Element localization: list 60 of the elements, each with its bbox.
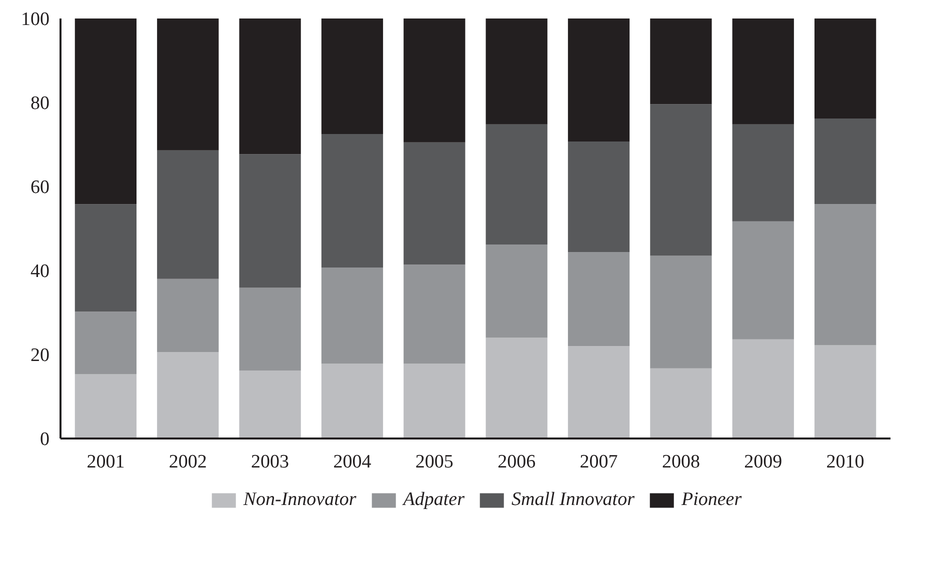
- y-tick-label: 60: [30, 177, 50, 198]
- bar: [814, 18, 876, 118]
- x-tick-label: 2008: [662, 452, 700, 472]
- bar: [239, 154, 301, 288]
- bar: [568, 252, 630, 346]
- bar: [650, 256, 712, 368]
- bar: [650, 368, 712, 438]
- bar: [157, 278, 219, 352]
- bar: [486, 338, 548, 438]
- bar: [239, 18, 301, 154]
- x-tick-label: 2009: [744, 452, 782, 472]
- x-tick-label: 2007: [580, 452, 618, 472]
- bar: [568, 142, 630, 252]
- bar: [486, 244, 548, 338]
- bar: [732, 339, 794, 438]
- bar: [157, 150, 219, 279]
- legend-label: Small Innovator: [512, 489, 634, 511]
- bar: [568, 18, 630, 142]
- y-tick-label: 100: [21, 9, 50, 30]
- bar: [321, 268, 384, 364]
- bar: [404, 264, 466, 364]
- y-tick-label: 40: [30, 261, 50, 282]
- bar: [321, 364, 384, 438]
- bar: [74, 18, 137, 204]
- bar: [486, 124, 548, 244]
- x-tick-label: 2001: [86, 452, 125, 472]
- bar: [404, 364, 466, 438]
- bar: [74, 204, 137, 312]
- bar: [74, 312, 137, 374]
- bar: [74, 374, 137, 438]
- x-tick-label: 2002: [168, 452, 207, 472]
- legend-label: Non-Innovator: [243, 489, 356, 511]
- x-tick-label: 2004: [333, 452, 372, 472]
- bar: [321, 18, 384, 134]
- bar: [404, 142, 466, 265]
- bar: [486, 18, 548, 124]
- bar: [732, 124, 794, 222]
- y-tick-label: 20: [30, 345, 50, 366]
- bar: [814, 345, 876, 438]
- bar: [814, 118, 876, 204]
- bar: [404, 18, 466, 142]
- bar: [239, 288, 301, 370]
- x-tick-label: 2003: [251, 452, 290, 472]
- bar: [732, 18, 794, 124]
- x-tick-label: 2010: [826, 452, 864, 472]
- y-tick-label: 80: [30, 93, 50, 114]
- x-tick-label: 2005: [415, 452, 454, 472]
- x-tick-label: 2006: [498, 452, 536, 472]
- bar: [157, 352, 219, 438]
- bar: [650, 104, 712, 256]
- bar: [568, 346, 630, 438]
- bar: [650, 18, 712, 104]
- bar: [157, 18, 219, 150]
- bar: [239, 370, 301, 438]
- bar: [732, 221, 794, 340]
- bar: [321, 134, 384, 268]
- legend-label: Pioneer: [681, 489, 742, 511]
- legend-label: Adpater: [403, 489, 465, 511]
- y-tick-label: 0: [40, 429, 50, 450]
- bar: [814, 204, 876, 346]
